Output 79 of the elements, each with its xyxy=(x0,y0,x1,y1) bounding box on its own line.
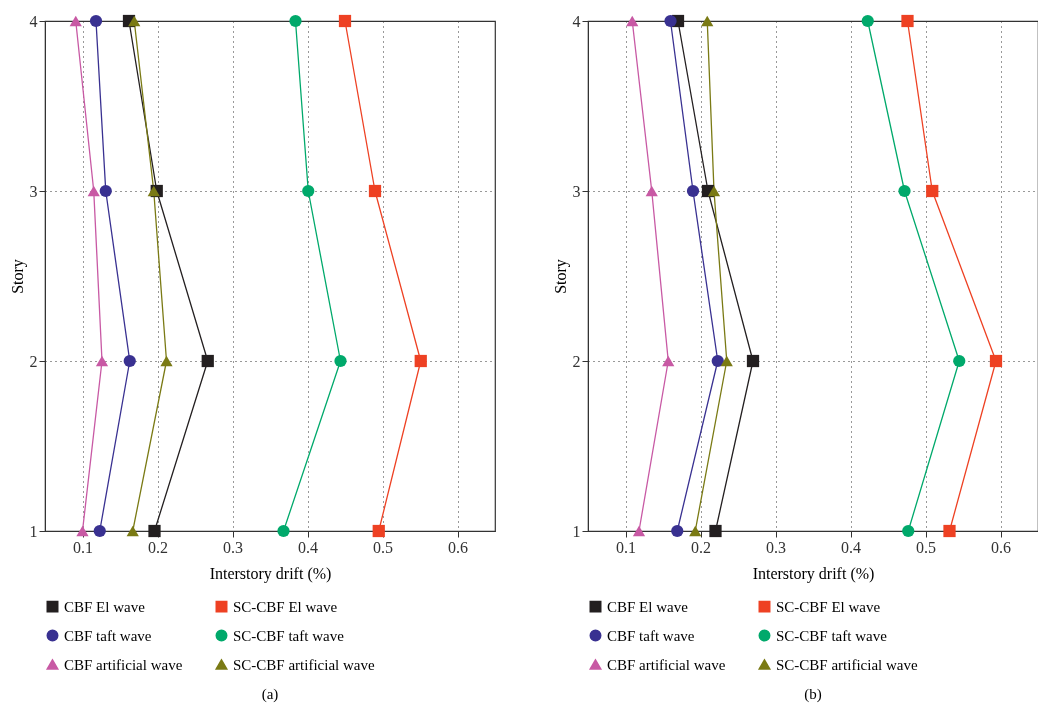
point xyxy=(201,354,214,368)
point xyxy=(334,354,347,368)
point xyxy=(720,355,733,367)
text: (a) xyxy=(261,686,279,703)
legend-label: SC-CBF El wave xyxy=(776,598,881,615)
y-axis-title: Story xyxy=(551,259,570,294)
point xyxy=(709,524,722,538)
x-tick-label: 0.2 xyxy=(148,538,168,556)
point xyxy=(898,184,911,198)
point xyxy=(338,14,352,28)
point xyxy=(645,185,658,197)
legend-label: CBF El wave xyxy=(64,598,146,615)
point xyxy=(689,525,702,537)
point xyxy=(148,524,161,538)
x-tick-label: 0.4 xyxy=(298,538,318,556)
point xyxy=(664,14,677,28)
point xyxy=(686,184,700,198)
point xyxy=(671,524,684,538)
legend-label: SC-CBF El wave xyxy=(233,598,338,615)
point xyxy=(943,524,956,538)
x-tick-label: 0.3 xyxy=(766,538,786,556)
legend-label: CBF taft wave xyxy=(64,627,152,644)
point xyxy=(901,14,914,28)
y-tick-label: 4 xyxy=(572,12,581,30)
legend-label: CBF El wave xyxy=(607,598,689,615)
legend-label: SC-CBF taft wave xyxy=(233,627,345,644)
point xyxy=(69,15,82,27)
point xyxy=(926,184,939,198)
y-axis-title: Story xyxy=(8,259,27,294)
x-axis-title: Interstory drift (%) xyxy=(209,564,332,583)
point xyxy=(123,354,136,368)
point xyxy=(128,15,141,27)
x-tick-label: 0.1 xyxy=(73,538,93,556)
point xyxy=(701,15,714,27)
point xyxy=(989,354,1003,368)
legend-label: CBF artificial wave xyxy=(607,656,726,673)
point xyxy=(93,524,106,538)
x-tick-label: 0.5 xyxy=(916,538,936,556)
x-tick-label: 0.3 xyxy=(223,538,243,556)
point xyxy=(902,524,915,538)
point xyxy=(89,14,103,28)
x-tick-label: 0.2 xyxy=(691,538,711,556)
point xyxy=(368,184,382,198)
x-tick-label: 0.4 xyxy=(841,538,861,556)
point xyxy=(95,355,109,367)
x-tick-label: 0.6 xyxy=(991,538,1011,556)
point xyxy=(746,354,760,368)
point xyxy=(126,525,139,537)
point xyxy=(632,525,646,537)
point xyxy=(99,184,112,198)
y-tick-label: 3 xyxy=(572,182,581,200)
legend-label: SC-CBF artificial wave xyxy=(233,656,375,673)
x-axis-title: Interstory drift (%) xyxy=(752,564,875,583)
point xyxy=(861,14,874,28)
point xyxy=(414,354,427,368)
point xyxy=(711,354,724,368)
point xyxy=(289,14,302,28)
point xyxy=(87,185,100,197)
legend-label: SC-CBF artificial wave xyxy=(776,656,918,673)
y-tick-label: 1 xyxy=(29,522,38,540)
x-tick-label: 0.1 xyxy=(616,538,636,556)
x-tick-label: 0.6 xyxy=(448,538,468,556)
y-tick-label: 1 xyxy=(572,522,581,540)
text: (b) xyxy=(804,686,822,703)
legend-label: CBF taft wave xyxy=(607,627,695,644)
y-tick-label: 2 xyxy=(572,352,581,370)
legend-label: CBF artificial wave xyxy=(64,656,183,673)
point xyxy=(626,15,639,27)
point xyxy=(372,524,385,538)
point xyxy=(953,354,966,368)
legend-label: SC-CBF taft wave xyxy=(776,627,888,644)
x-tick-label: 0.5 xyxy=(373,538,393,556)
y-tick-label: 3 xyxy=(29,182,38,200)
y-tick-label: 4 xyxy=(29,12,38,30)
point xyxy=(302,184,315,198)
y-tick-label: 2 xyxy=(29,352,38,370)
point xyxy=(662,355,675,367)
point xyxy=(707,185,721,197)
point xyxy=(277,524,290,538)
